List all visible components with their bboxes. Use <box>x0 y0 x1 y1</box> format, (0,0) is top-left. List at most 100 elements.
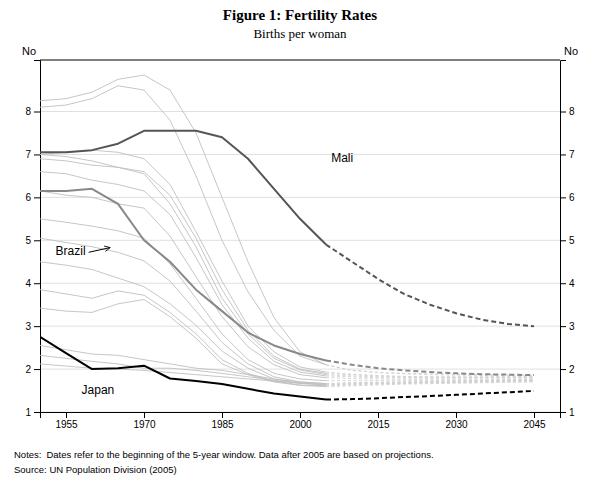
y-tick: 1 <box>25 407 40 418</box>
y2-tick-label: 6 <box>569 192 575 203</box>
y2-axis-line <box>561 61 567 413</box>
y-tick-label: 6 <box>25 192 31 203</box>
series-line <box>326 378 534 380</box>
series-line <box>40 150 326 372</box>
x-tick: 2030 <box>445 412 468 430</box>
y-tick-label: 1 <box>25 407 31 418</box>
y-axis-line <box>34 61 41 413</box>
series-line <box>40 131 326 245</box>
series-line <box>40 290 326 386</box>
y-tick-label: 8 <box>25 106 31 117</box>
y-tick-label: 7 <box>25 149 31 160</box>
series-line <box>326 381 534 385</box>
y2-tick-mark <box>560 240 566 241</box>
chart-svg: 1955 1970 1985 2000 2015 2030 2045 1 2 3 4 5 6 7 8 1 2 3 4… <box>0 0 600 484</box>
y2-tick-label: 3 <box>569 321 575 332</box>
y2-tick-mark <box>560 197 566 198</box>
y-axis-label: No <box>22 45 36 57</box>
y-tick-mark <box>34 369 40 370</box>
annotation-arrow <box>89 248 111 253</box>
x-tick-label: 1970 <box>133 419 156 430</box>
series-line <box>326 381 534 384</box>
y2-tick-mark <box>560 154 566 155</box>
series-line <box>40 364 326 384</box>
y2-tick: 2 <box>560 364 575 375</box>
x-tick-label: 2030 <box>445 419 468 430</box>
x-tick-mark <box>378 412 379 418</box>
x-tick: 2015 <box>367 412 390 430</box>
x-tick-mark <box>300 412 301 418</box>
series-line <box>40 191 326 378</box>
y-axis: 1 2 3 4 5 6 7 8 <box>25 61 40 418</box>
y-tick: 2 <box>25 364 40 375</box>
y2-tick: 3 <box>560 321 575 332</box>
y-tick-label: 4 <box>25 278 31 289</box>
series-line <box>326 381 534 386</box>
grid-line <box>40 111 560 112</box>
plot-area <box>40 75 534 400</box>
y-tick-mark <box>34 240 40 241</box>
y-tick-mark <box>34 283 40 284</box>
y2-tick-label: 2 <box>569 364 575 375</box>
y2-tick: 8 <box>560 106 575 117</box>
x-tick-mark <box>66 412 67 418</box>
y2-tick: 6 <box>560 192 575 203</box>
y-tick-mark <box>34 197 40 198</box>
annotation: Japan <box>82 383 115 397</box>
series-line <box>326 245 534 327</box>
y2-tick: 5 <box>560 235 575 246</box>
y2-tick-label: 5 <box>569 235 575 246</box>
y2-tick-label: 4 <box>569 278 575 289</box>
frame-top <box>40 60 560 61</box>
y2-tick-label: 1 <box>569 407 575 418</box>
x-tick: 1955 <box>55 412 78 430</box>
x-tick-mark <box>222 412 223 418</box>
x-tick-mark <box>144 412 145 418</box>
annotations: MaliJapanBrazil <box>56 151 354 397</box>
y-tick: 6 <box>25 192 40 203</box>
grid-line <box>40 326 560 327</box>
x-tick-label: 2015 <box>367 419 390 430</box>
y2-axis-label: No <box>564 45 578 57</box>
y-tick: 3 <box>25 321 40 332</box>
x-tick: 1985 <box>211 412 234 430</box>
x-tick: 2000 <box>289 412 312 430</box>
x-axis: 1955 1970 1985 2000 2015 2030 2045 <box>41 412 561 430</box>
series-line <box>40 300 326 387</box>
y2-tick-label: 7 <box>569 149 575 160</box>
subtitle: Births per woman <box>253 26 347 41</box>
y-tick: 7 <box>25 149 40 160</box>
series-line <box>40 189 326 361</box>
x-tick: 1970 <box>133 412 156 430</box>
y2-tick-mark <box>560 112 566 113</box>
grid-line <box>40 283 560 284</box>
x-tick-label: 2000 <box>289 419 312 430</box>
x-tick-mark <box>456 412 457 418</box>
y2-tick-label: 8 <box>569 106 575 117</box>
y-tick: 5 <box>25 235 40 246</box>
series-line <box>40 219 326 381</box>
y-tick-label: 5 <box>25 235 31 246</box>
grid <box>40 112 560 412</box>
series-line <box>40 337 326 400</box>
series-line <box>40 262 326 385</box>
y-tick-mark <box>34 112 40 113</box>
grid-line <box>40 154 560 155</box>
y2-axis: 1 2 3 4 5 6 7 8 <box>560 61 575 418</box>
y2-tick: 7 <box>560 149 575 160</box>
y-tick: 8 <box>25 106 40 117</box>
source: Source: UN Population Division (2005) <box>14 464 177 475</box>
y2-tick: 1 <box>560 407 575 418</box>
series-line <box>326 391 534 400</box>
grid-line <box>40 240 560 241</box>
x-tick-label: 2045 <box>523 419 546 430</box>
annotation: Brazil <box>56 244 86 258</box>
y-tick-mark <box>34 326 40 327</box>
series-line <box>40 238 326 384</box>
y2-tick: 4 <box>560 278 575 289</box>
x-tick: 2045 <box>523 412 546 430</box>
y-tick-mark <box>34 412 40 413</box>
y-tick-label: 3 <box>25 321 31 332</box>
y2-tick-mark <box>560 412 566 413</box>
series-line <box>40 159 326 375</box>
